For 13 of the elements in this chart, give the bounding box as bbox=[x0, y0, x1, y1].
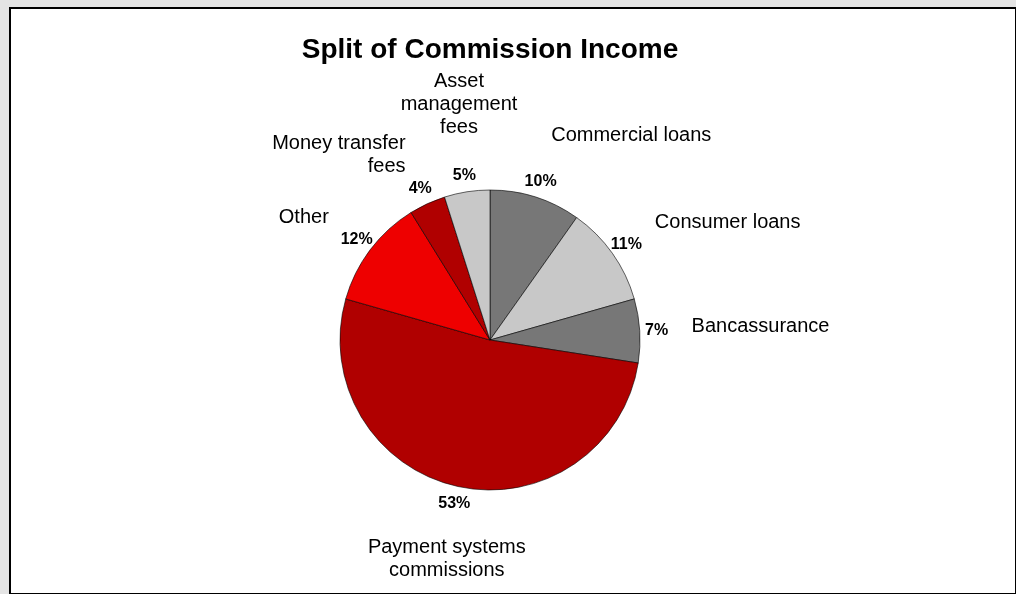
chart-title: Split of Commission Income bbox=[301, 33, 679, 64]
slice-label: Payment systems commissions bbox=[367, 535, 526, 581]
data-label: 12% bbox=[340, 230, 373, 248]
data-label: 10% bbox=[524, 171, 557, 189]
data-label: 11% bbox=[610, 234, 642, 252]
slice-label: Other bbox=[278, 204, 330, 227]
slice-label: Commercial loans bbox=[551, 122, 712, 145]
data-label: 53% bbox=[438, 494, 471, 512]
data-label: 7% bbox=[645, 320, 669, 338]
data-label: 5% bbox=[452, 165, 476, 183]
slice-label: Bancassurance bbox=[691, 314, 830, 337]
data-label: 4% bbox=[408, 179, 432, 197]
slice-label: Consumer loans bbox=[654, 209, 801, 232]
